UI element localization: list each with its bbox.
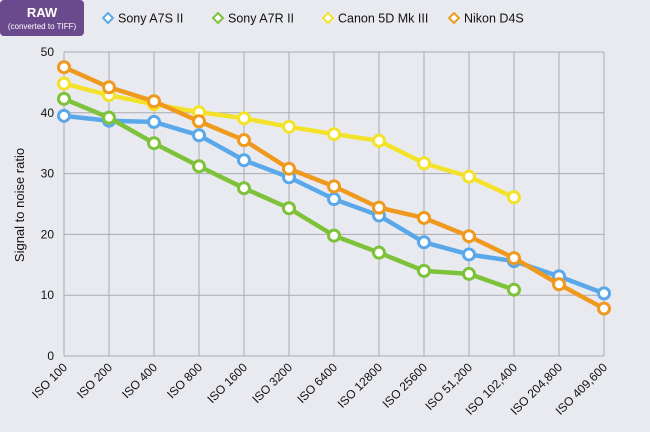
- y-tick-label: 50: [41, 45, 55, 59]
- data-point: [102, 110, 116, 125]
- data-point: [282, 201, 296, 216]
- legend-label: Sony A7R II: [228, 12, 294, 26]
- data-point: [57, 60, 71, 75]
- data-point: [507, 190, 521, 205]
- series: [57, 60, 611, 316]
- data-point: [372, 245, 386, 260]
- data-point: [507, 251, 521, 266]
- series-nikon-d4s: [57, 60, 611, 316]
- data-point: [597, 301, 611, 316]
- data-point: [597, 286, 611, 301]
- data-point: [327, 228, 341, 243]
- data-point: [237, 181, 251, 196]
- data-point: [102, 80, 116, 95]
- legend-label: Sony A7S II: [118, 12, 183, 26]
- series-sony-a7r-ii: [57, 91, 521, 297]
- data-point: [237, 111, 251, 126]
- data-point: [462, 266, 476, 281]
- data-point: [192, 128, 206, 143]
- y-tick-label: 0: [47, 349, 54, 363]
- legend-label: Nikon D4S: [464, 12, 524, 26]
- data-point: [462, 229, 476, 244]
- y-tick-label: 40: [41, 106, 55, 120]
- legend-marker: [447, 11, 461, 25]
- data-point: [507, 282, 521, 297]
- data-point: [192, 114, 206, 129]
- data-point: [57, 91, 71, 106]
- y-tick-label: 10: [41, 288, 55, 302]
- data-point: [282, 161, 296, 176]
- raw-badge-box: [0, 0, 84, 36]
- data-point: [327, 179, 341, 194]
- data-point: [462, 247, 476, 262]
- data-point: [372, 133, 386, 148]
- grid: [63, 51, 605, 357]
- data-point: [327, 127, 341, 142]
- raw-badge-title: RAW: [27, 5, 58, 20]
- data-point: [327, 192, 341, 207]
- data-point: [372, 200, 386, 215]
- y-tick-label: 20: [41, 227, 55, 241]
- legend: Sony A7S II Sony A7R II Canon 5D Mk III Nik…: [101, 11, 524, 26]
- legend-marker: [211, 11, 225, 25]
- data-point: [552, 277, 566, 292]
- legend-marker: [321, 11, 335, 25]
- raw-badge: RAW (converted to TIFF): [0, 0, 84, 36]
- y-tick-label: 30: [41, 167, 55, 181]
- data-point: [147, 94, 161, 109]
- y-axis-title: Signal to noise ratio: [12, 148, 27, 262]
- data-point: [237, 153, 251, 168]
- series-canon-5d-mk-iii: [57, 76, 521, 205]
- data-point: [192, 159, 206, 174]
- data-point: [462, 169, 476, 184]
- raw-badge-subtitle: (converted to TIFF): [8, 22, 77, 31]
- data-point: [147, 114, 161, 129]
- data-point: [57, 108, 71, 123]
- data-point: [417, 156, 431, 171]
- data-point: [57, 76, 71, 91]
- data-point: [147, 136, 161, 151]
- data-point: [417, 263, 431, 278]
- data-point: [237, 133, 251, 148]
- legend-marker: [101, 11, 115, 25]
- data-point: [417, 210, 431, 225]
- data-point: [417, 235, 431, 250]
- legend-label: Canon 5D Mk III: [338, 12, 428, 26]
- data-point: [282, 119, 296, 134]
